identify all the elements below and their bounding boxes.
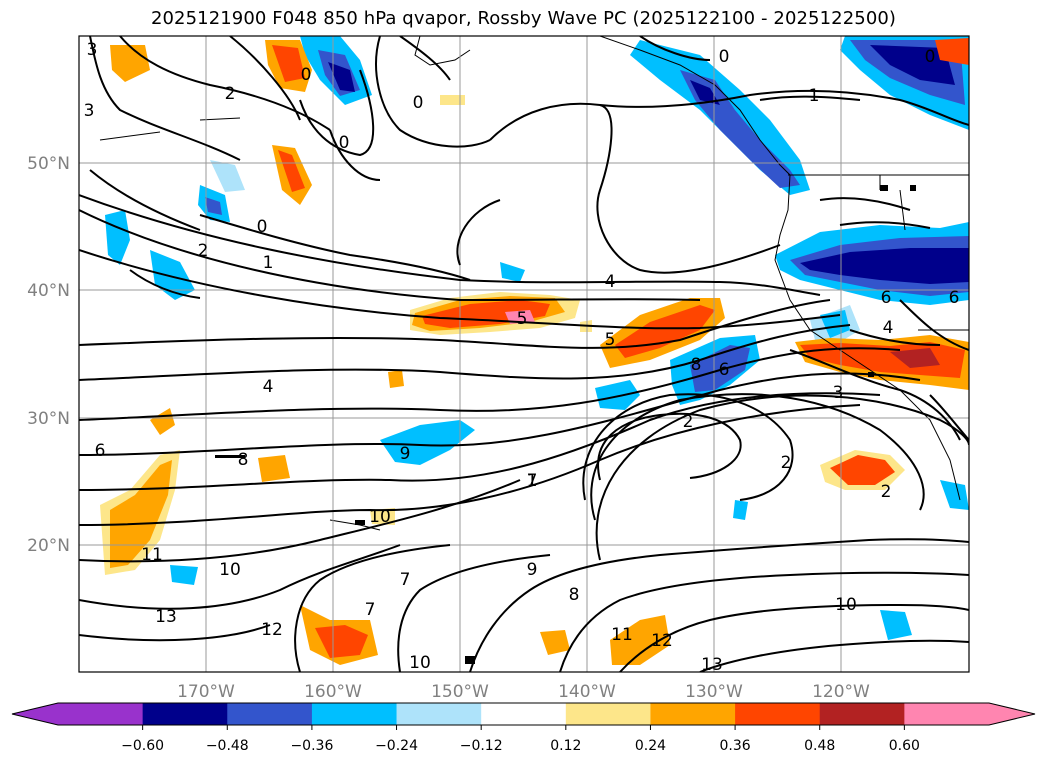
contour-label: 0 <box>413 93 424 113</box>
contour-label: 5 <box>605 330 616 350</box>
colorbar-tick-label: −0.36 <box>290 738 333 754</box>
contour-label: 3 <box>87 40 98 60</box>
lat-label: 20°N <box>27 536 70 556</box>
map-frame <box>78 35 970 673</box>
contour-label: 10 <box>409 653 431 673</box>
contour-label: 2 <box>781 453 792 473</box>
lon-label: 150°W <box>431 682 489 702</box>
colorbar-tick-label: −0.24 <box>375 738 418 754</box>
anomaly-shading <box>100 36 969 665</box>
colorbar-cell <box>396 703 482 725</box>
colorbar-tick-label: 0.48 <box>804 738 835 754</box>
contour-label: 3 <box>84 101 95 121</box>
colorbar-tick-label: 0.36 <box>720 738 751 754</box>
contour-label: 0 <box>301 65 312 85</box>
contour-label: 8 <box>569 585 580 605</box>
colorbar-tick-label: 0.24 <box>635 738 666 754</box>
lon-label: 120°W <box>812 682 870 702</box>
map-title: 2025121900 F048 850 hPa qvapor, Rossby W… <box>150 8 897 29</box>
contour-label: 0 <box>925 47 936 67</box>
contour-label: 12 <box>261 620 283 640</box>
colorbar-cell <box>481 703 567 725</box>
colorbar-tick-label: −0.12 <box>460 738 503 754</box>
colorbar-cell <box>142 703 228 725</box>
lon-label: 140°W <box>558 682 616 702</box>
longitude-labels: 170°W 160°W 150°W 140°W 130°W 120°W <box>177 682 870 702</box>
contour-label: 10 <box>219 560 241 580</box>
lat-label: 50°N <box>27 154 70 174</box>
contour-label: 10 <box>835 595 857 615</box>
contour-label: 7 <box>400 570 411 590</box>
colorbar-tick-label: 0.12 <box>550 738 581 754</box>
contour-label: 3 <box>833 383 844 403</box>
contour-label: 8 <box>238 450 249 470</box>
contour-label: 2 <box>198 241 209 261</box>
qvapor-contours <box>79 36 969 672</box>
contour-label: 6 <box>95 441 106 461</box>
colorbar-cell <box>58 703 144 725</box>
contour-label: 6 <box>949 288 960 308</box>
colorbar: −0.60 −0.48 −0.36 −0.24 −0.12 0.12 0.24 0.36 0.4… <box>11 702 1036 754</box>
islands <box>215 185 916 664</box>
contour-label: 12 <box>651 631 673 651</box>
contour-label: 4 <box>605 272 616 292</box>
colorbar-tick-label: −0.60 <box>121 738 164 754</box>
colorbar-low-extend <box>12 703 58 725</box>
lon-label: 160°W <box>304 682 362 702</box>
contour-label: 1 <box>809 86 820 106</box>
contour-label: 13 <box>701 655 723 675</box>
contour-label: 2 <box>225 84 236 104</box>
lat-label: 30°N <box>27 409 70 429</box>
colorbar-tick-label: 0.60 <box>889 738 920 754</box>
contour-label: 11 <box>141 545 163 565</box>
contour-label: 7 <box>365 600 376 620</box>
contour-label: 9 <box>527 560 538 580</box>
colorbar-cell <box>565 703 651 725</box>
colorbar-cell <box>311 703 398 725</box>
contour-label: 6 <box>719 360 730 380</box>
contour-label: 0 <box>719 47 730 67</box>
colorbar-cell <box>650 703 736 725</box>
contour-label: 1 <box>527 471 538 491</box>
contour-label: 1 <box>263 253 274 273</box>
contour-label: 4 <box>883 318 894 338</box>
latitude-labels: 50°N 40°N 30°N 20°N <box>27 154 70 556</box>
contour-label: 7 <box>527 471 538 491</box>
colorbar-cell <box>735 703 821 725</box>
colorbar-outline <box>11 702 1036 726</box>
colorbar-tick-label: −0.48 <box>206 738 249 754</box>
contour-label: 10 <box>369 507 391 527</box>
contour-label: 13 <box>155 607 177 627</box>
contour-label: 2 <box>683 412 694 432</box>
contour-label: 5 <box>517 309 528 329</box>
lon-label: 130°W <box>685 682 743 702</box>
contour-label: 4 <box>263 377 274 397</box>
contour-label: 6 <box>881 288 892 308</box>
lat-label: 40°N <box>27 281 70 301</box>
colorbar-cell <box>819 703 905 725</box>
contour-label: 0 <box>339 133 350 153</box>
contour-label: 0 <box>257 217 268 237</box>
contour-label: 11 <box>611 625 633 645</box>
lon-label: 170°W <box>177 682 235 702</box>
contour-label: 9 <box>400 444 411 464</box>
contour-label: 2 <box>881 482 892 502</box>
colorbar-high-extend <box>989 703 1035 725</box>
colorbar-cell <box>904 703 990 725</box>
contour-label: 8 <box>691 355 702 375</box>
colorbar-cell <box>227 703 313 725</box>
